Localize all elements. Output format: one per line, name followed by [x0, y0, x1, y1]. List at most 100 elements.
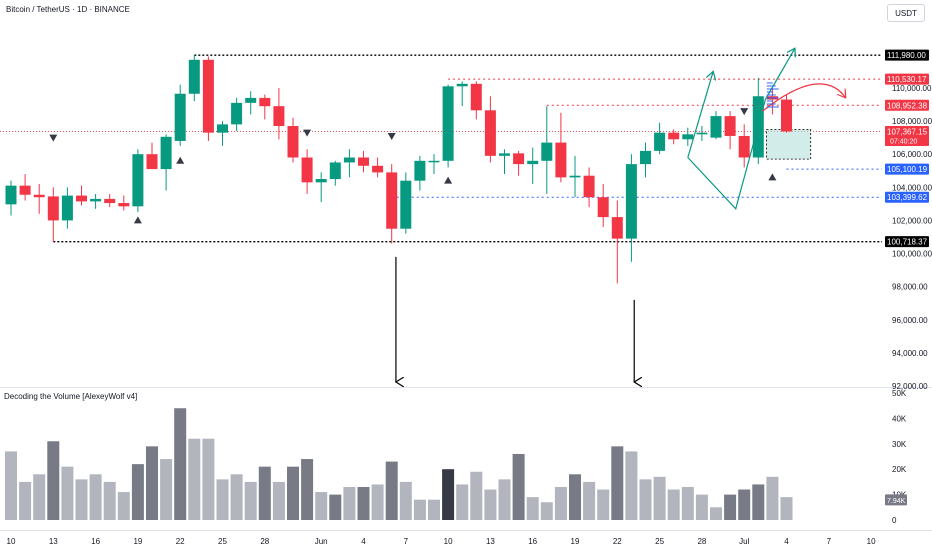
volume-bar — [710, 507, 722, 520]
volume-bar — [752, 484, 765, 520]
volume-bar — [19, 481, 32, 520]
candle-body-down — [597, 197, 609, 218]
volume-bar — [385, 461, 398, 520]
volume-bar — [244, 481, 257, 520]
projection-path-left — [687, 71, 713, 158]
time-tick-label: 25 — [218, 537, 227, 546]
volume-bar — [540, 502, 553, 520]
candle-body-down — [611, 217, 623, 239]
volume-tick-label: 50K — [892, 389, 907, 398]
volume-tick-label: 30K — [892, 440, 907, 449]
volume-bar — [216, 479, 229, 520]
time-tick-label: 7 — [404, 537, 409, 546]
volume-bar — [512, 453, 525, 520]
volume-bar — [484, 489, 497, 520]
volume-bar — [357, 486, 370, 520]
volume-bar — [611, 446, 624, 520]
time-tick-label: 10 — [7, 537, 16, 546]
candle-body-up — [414, 160, 426, 181]
volume-bar — [61, 466, 74, 520]
signal-down-triangle — [387, 132, 396, 140]
volume-bar — [188, 438, 201, 520]
price-level-label: 103,399.62 — [887, 193, 928, 202]
volume-bar — [724, 494, 737, 520]
volume-tick-label: 40K — [892, 414, 907, 423]
volume-bar — [301, 459, 314, 520]
candle-body-down — [583, 175, 595, 198]
volume-bar — [103, 481, 116, 520]
price-level-label: 111,980.00 — [887, 51, 926, 60]
time-tick-label: 4 — [361, 537, 366, 546]
candle-body-up — [682, 134, 694, 140]
volume-indicator-title[interactable]: Decoding the Volume [AlexeyWolf v4] — [4, 392, 138, 401]
candle-body-up — [61, 195, 73, 221]
candle-body-up — [442, 86, 454, 161]
volume-last-label: 7.94K — [887, 498, 906, 505]
volume-bar — [47, 441, 60, 520]
time-tick-label: 16 — [91, 537, 100, 546]
volume-bar — [681, 486, 694, 520]
time-tick-label: 7 — [827, 537, 832, 546]
candle-body-up — [499, 153, 510, 156]
volume-bar — [399, 481, 412, 520]
volume-bar — [766, 476, 779, 520]
time-tick-label: Jun — [315, 537, 328, 546]
time-tick-label: 19 — [571, 537, 580, 546]
candle-body-down — [76, 195, 87, 202]
volume-bar — [89, 474, 102, 520]
candle-body-down — [273, 106, 285, 127]
time-tick-label: 16 — [528, 537, 537, 546]
candle-body-down — [202, 59, 214, 133]
countdown-label: 07:40:20 — [890, 139, 917, 146]
signal-down-triangle — [303, 129, 312, 137]
volume-bar — [554, 486, 567, 520]
time-tick-label: 13 — [49, 537, 58, 546]
volume-bar — [272, 481, 285, 520]
candle-body-down — [724, 116, 736, 136]
volume-bar — [413, 499, 426, 520]
volume-last-label-bg — [885, 494, 907, 506]
volume-bar — [569, 474, 581, 520]
signal-up-triangle — [768, 173, 777, 181]
candle-body-up — [217, 124, 228, 133]
symbol-header[interactable]: Bitcoin / TetherUS · 1D · BINANCE — [6, 5, 130, 14]
red-arc-arrow — [762, 83, 846, 112]
candle-body-down — [104, 198, 116, 204]
time-tick-label: 22 — [176, 537, 185, 546]
volume-bar — [442, 469, 455, 520]
price-tick-label: 96,000.00 — [892, 316, 928, 325]
time-tick-label: 19 — [133, 537, 142, 546]
time-tick-label: 25 — [655, 537, 664, 546]
price-level-label: 100,718.37 — [887, 238, 928, 247]
volume-bar — [329, 494, 342, 520]
time-tick-label: 28 — [697, 537, 706, 546]
price-tick-label: 108,000.00 — [892, 117, 932, 126]
volume-bar — [117, 492, 130, 520]
price-level-label-bg — [885, 163, 929, 175]
price-tick-label: 98,000.00 — [892, 283, 928, 292]
volume-tick-label: 0 — [892, 516, 897, 525]
candle-body-down — [738, 135, 750, 158]
time-tick-label: Jul — [739, 537, 749, 546]
volume-bar — [230, 474, 243, 520]
candle-body-down — [301, 157, 313, 183]
signal-up-triangle — [176, 156, 185, 164]
price-tick-label: 104,000.00 — [892, 183, 932, 192]
candle-body-up — [640, 150, 651, 165]
candle-body-up — [5, 185, 17, 205]
candle-body-down — [484, 110, 496, 156]
candle-body-up — [188, 59, 200, 94]
candle-body-down — [781, 99, 792, 132]
candle-body-up — [456, 83, 468, 87]
candle-body-up — [245, 97, 257, 103]
candle-body-up — [569, 175, 581, 178]
candle-body-down — [146, 154, 158, 170]
currency-button[interactable]: USDT — [887, 4, 925, 22]
price-level-label: 110,530.17 — [887, 75, 927, 84]
signal-up-triangle — [444, 176, 453, 184]
volume-bar — [160, 459, 173, 520]
volume-bar — [667, 489, 680, 520]
projection-path — [687, 48, 795, 211]
volume-bar — [526, 497, 539, 520]
